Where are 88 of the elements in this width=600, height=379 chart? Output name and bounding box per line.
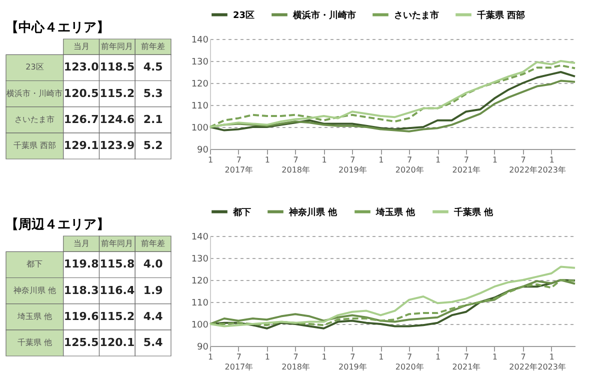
text: 126.7 xyxy=(64,112,99,126)
category-label: 前年同月 xyxy=(101,238,134,248)
text: 124.6 xyxy=(100,112,135,126)
category-label: 前年差 xyxy=(141,42,166,51)
x-tick-label: 1 xyxy=(264,352,270,362)
text: 【周辺４エリア】 xyxy=(6,216,110,233)
y-tick-label: 120 xyxy=(191,276,209,286)
text: 123.9 xyxy=(100,138,135,152)
x-tick-label: 7 2017年 xyxy=(224,352,254,372)
x-tick-label: 7 2021年 xyxy=(452,156,481,174)
category-label: 23区 xyxy=(26,62,44,72)
y-tick-label: 90 xyxy=(197,342,209,352)
text: 119.8 xyxy=(64,258,99,271)
legend-label: 都下 xyxy=(232,206,251,218)
text: 4.5 xyxy=(143,60,163,74)
x-tick-label: 7 2020年 xyxy=(395,156,424,174)
x-tick-label: 1 xyxy=(492,156,498,164)
text: 125.5 xyxy=(64,336,99,349)
legend-label: 千葉県 西部 xyxy=(476,10,526,21)
x-tick-label: 7 2021年 xyxy=(452,352,481,372)
x-tick-label: 1 xyxy=(322,352,327,362)
line-series xyxy=(209,266,576,328)
category-label: 横浜市・川崎市 xyxy=(6,88,63,98)
category-label: 神奈川県 他 xyxy=(13,286,56,295)
category-label: 前年同月 xyxy=(101,42,134,51)
text: 119.6 xyxy=(64,310,99,323)
text: 115.2 xyxy=(100,310,135,323)
line-series xyxy=(209,71,576,132)
x-tick-label: 1 xyxy=(208,352,214,362)
text: 115.8 xyxy=(100,258,135,271)
category-label: 埼玉県 他 xyxy=(17,312,52,321)
text: 120.1 xyxy=(100,336,135,349)
y-tick-label: 110 xyxy=(191,102,209,112)
x-tick-label: 1 xyxy=(435,156,441,164)
text: 5.3 xyxy=(143,86,163,100)
text: 4.0 xyxy=(143,258,163,271)
legend-label: 神奈川県 他 xyxy=(288,206,338,218)
x-tick-label: 1 xyxy=(435,352,441,362)
y-tick-label: 100 xyxy=(191,320,209,330)
x-tick-label: 1 2023年 xyxy=(538,156,566,174)
x-tick-label: 7 2019年 xyxy=(338,352,367,372)
text: 5.4 xyxy=(143,336,163,349)
legend-label: 23区 xyxy=(233,10,255,21)
x-tick-label: 7 2022年 xyxy=(509,352,538,372)
legend-label: 埼玉県 他 xyxy=(375,206,416,218)
y-tick-label: 130 xyxy=(191,254,209,264)
y-tick-label: 110 xyxy=(191,298,209,308)
category-label: 千葉県 西部 xyxy=(13,140,56,150)
text: 4.4 xyxy=(143,310,163,323)
y-tick-label: 120 xyxy=(191,80,209,90)
legend-label: さいたま市 xyxy=(394,10,439,21)
y-tick-label: 140 xyxy=(191,36,209,46)
x-tick-label: 1 2023年 xyxy=(538,352,566,372)
text: 129.1 xyxy=(64,138,99,152)
y-tick-label: 90 xyxy=(197,146,209,156)
text: 120.5 xyxy=(64,86,99,100)
category-label: 当月 xyxy=(73,238,90,248)
x-tick-label: 7 2017年 xyxy=(224,156,254,174)
text: 123.0 xyxy=(64,60,99,74)
x-tick-label: 7 2018年 xyxy=(282,352,310,372)
text: 118.5 xyxy=(100,60,135,74)
text: 116.4 xyxy=(100,284,135,297)
x-tick-label: 1 xyxy=(378,352,384,362)
x-tick-label: 7 2018年 xyxy=(282,156,310,174)
legend-label: 千葉県 他 xyxy=(453,206,494,218)
text: 115.2 xyxy=(100,86,135,100)
legend-label: 横浜市・川崎市 xyxy=(292,10,356,21)
x-tick-label: 1 xyxy=(492,352,498,362)
category-label: 千葉県 他 xyxy=(17,338,52,347)
x-tick-label: 1 xyxy=(378,156,384,164)
category-label: さいたま市 xyxy=(14,114,55,124)
y-tick-label: 140 xyxy=(191,232,209,242)
x-tick-label: 7 2019年 xyxy=(338,156,367,174)
text: 【中心４エリア】 xyxy=(6,20,110,36)
text: 5.2 xyxy=(143,138,163,152)
x-tick-label: 1 xyxy=(264,156,270,164)
category-label: 前年差 xyxy=(141,238,166,248)
text: 2.1 xyxy=(143,112,163,126)
x-tick-label: 7 2022年 xyxy=(509,156,538,174)
category-label: 都下 xyxy=(26,260,43,269)
y-tick-label: 130 xyxy=(191,58,209,68)
text: 1.9 xyxy=(143,284,163,297)
category-label: 当月 xyxy=(73,42,90,51)
x-tick-label: 7 2020年 xyxy=(395,352,424,372)
y-tick-label: 100 xyxy=(191,124,209,134)
x-tick-label: 1 xyxy=(322,156,327,164)
text: 118.3 xyxy=(64,284,99,297)
x-tick-label: 1 xyxy=(208,156,214,164)
